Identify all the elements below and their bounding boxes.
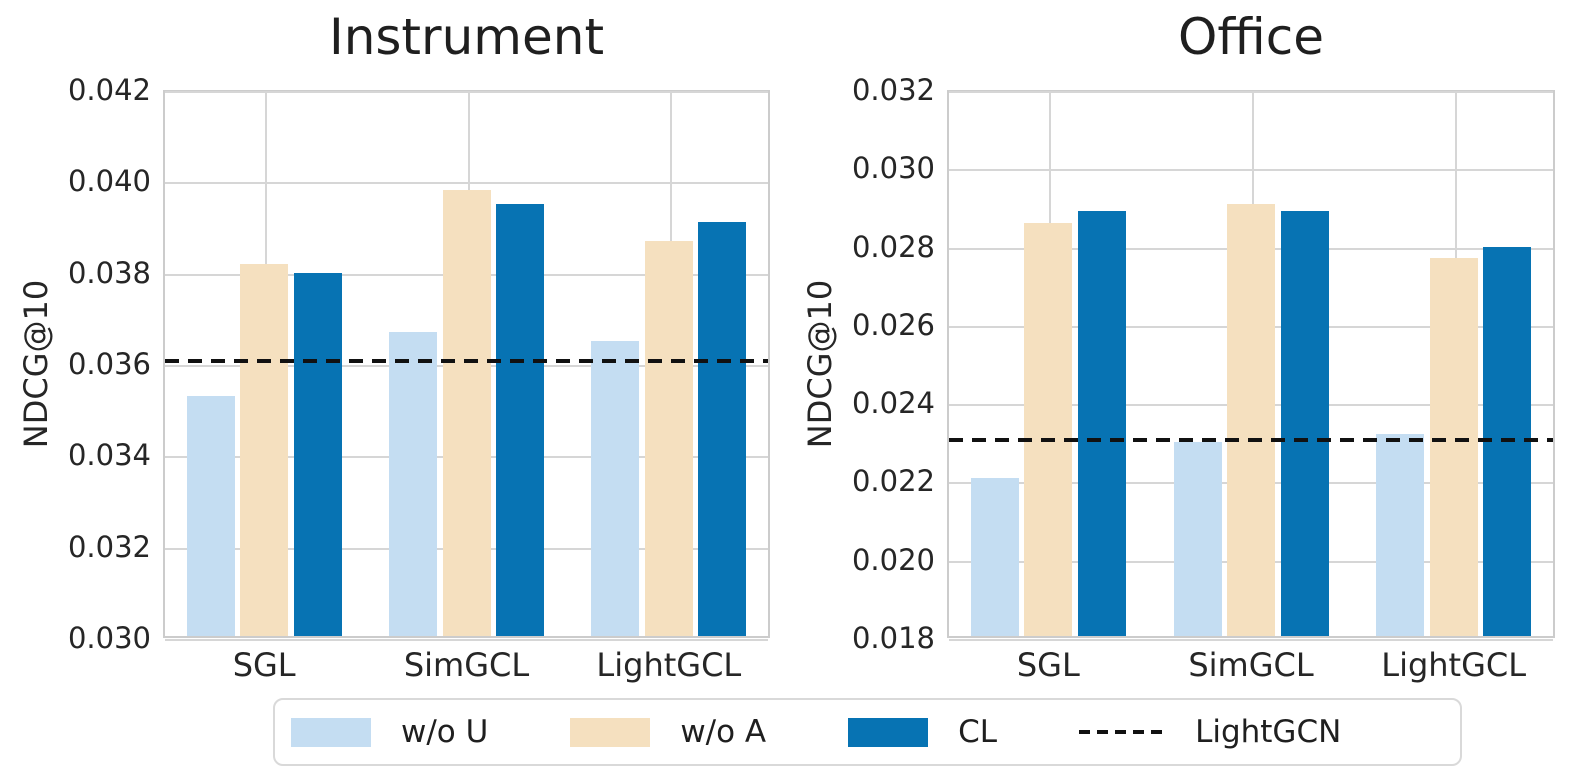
y-tick-label: 0.030 [67,621,151,655]
y-tick-label: 0.022 [851,464,935,499]
y-tick-label: 0.034 [67,438,151,473]
x-tick-label: SimGCL [1188,646,1314,684]
y-tick-label: 0.032 [851,73,935,107]
bar-cl [1077,211,1126,636]
y-tick-label: 0.040 [67,164,151,199]
legend-label: CL [958,714,998,750]
bar-wou [186,395,235,636]
legend-item: CL [848,714,997,750]
bar-woa [442,190,491,636]
legend-label: w/o A [680,714,767,750]
bar-wou [970,477,1019,636]
bar-wou [591,341,640,636]
x-tick-label: SGL [1016,646,1080,684]
gridline-h [949,91,1553,93]
y-tick-label: 0.020 [851,542,935,577]
gridline-h [949,169,1553,172]
x-tick-label: SGL [232,646,296,684]
wo-a-swatch-icon [570,717,651,747]
x-tick-label: LightGCL [596,646,742,684]
x-tick-label: LightGCL [1381,646,1527,684]
dashed-line-icon [1079,730,1166,734]
legend-item: w/o A [570,714,766,750]
chart-title: Office [1178,8,1324,66]
chart-title: Instrument [328,8,605,66]
y-tick-label: 0.036 [67,347,151,381]
legend-label: LightGCN [1195,714,1342,750]
y-tick-label: 0.032 [67,529,151,564]
y-tick-label: 0.042 [67,73,151,107]
legend: w/o U w/o A CL LightGCN [273,698,1462,766]
y-tick-label: 0.028 [851,229,935,264]
bar-woa [1227,203,1275,636]
y-tick-label: 0.030 [851,151,935,186]
bar-wou [1173,442,1222,636]
bar-cl [293,272,342,636]
cl-swatch-icon [848,717,929,747]
bar-woa [1429,258,1478,636]
y-tick-label: 0.024 [851,386,935,421]
y-tick-label: 0.026 [851,307,935,342]
y-tick-label: 0.018 [851,621,935,655]
baseline-lightgcn [165,359,768,364]
gridline-h [165,639,768,641]
y-axis-label: NDCG@10 [801,279,839,449]
bar-wou [1376,434,1425,636]
baseline-lightgcn [949,438,1553,443]
wo-u-swatch-icon [291,717,371,747]
gridline-h [949,639,1553,641]
bar-woa [1024,223,1073,636]
legend-item: LightGCN [1079,714,1341,750]
y-tick-label: 0.038 [67,255,151,290]
bar-cl [496,204,544,636]
legend-item: w/o U [291,714,488,750]
bar-woa [240,263,289,636]
legend-label: w/o U [401,714,489,750]
gridline-h [165,182,768,185]
x-tick-label: SimGCL [403,646,530,684]
bar-cl [1280,211,1329,636]
bar-wou [389,332,437,636]
bar-cl [698,222,747,636]
bar-woa [644,240,693,636]
gridline-h [165,91,768,93]
